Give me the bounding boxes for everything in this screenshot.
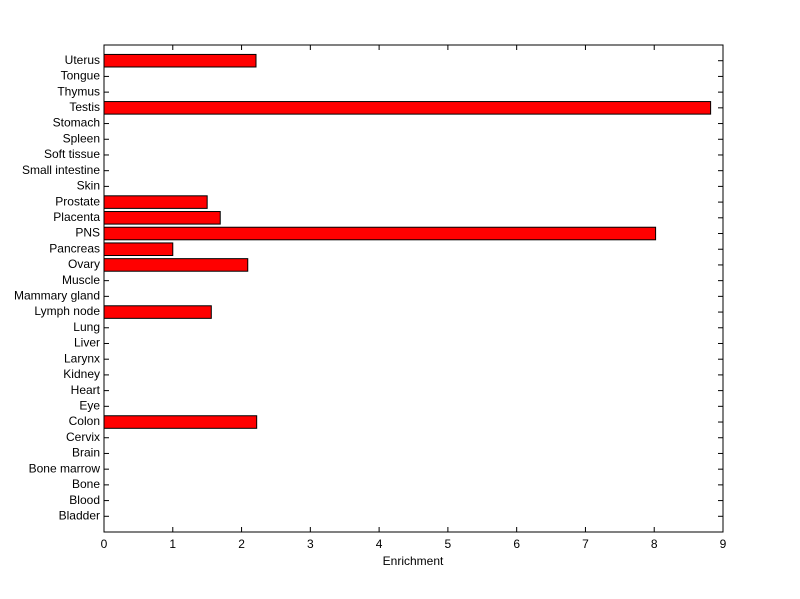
y-tick-label: Mammary gland bbox=[14, 289, 100, 303]
x-tick-label: 6 bbox=[513, 537, 520, 551]
bar bbox=[103, 258, 249, 272]
y-tick-label: Liver bbox=[74, 336, 100, 350]
x-tick-label: 7 bbox=[582, 537, 589, 551]
y-tick-label: Testis bbox=[69, 100, 100, 114]
x-axis-label: Enrichment bbox=[383, 554, 444, 568]
y-tick-label: Small intestine bbox=[22, 163, 100, 177]
y-tick-label: Bladder bbox=[59, 508, 100, 522]
y-tick-label: Lung bbox=[73, 320, 100, 334]
y-tick-label: Heart bbox=[71, 383, 101, 397]
bar bbox=[103, 305, 212, 319]
bar bbox=[103, 211, 221, 225]
y-tick-label: Colon bbox=[69, 414, 100, 428]
y-tick-label: Skin bbox=[77, 179, 100, 193]
y-tick-label: Pancreas bbox=[49, 241, 100, 255]
y-tick-label: Bone bbox=[72, 477, 100, 491]
plot-box bbox=[103, 44, 724, 533]
y-tick-label: Blood bbox=[69, 493, 100, 507]
bar bbox=[103, 226, 657, 241]
y-tick-label: Lymph node bbox=[34, 304, 100, 318]
y-tick-label: Eye bbox=[79, 398, 100, 412]
x-tick-label: 3 bbox=[307, 537, 314, 551]
bar bbox=[103, 195, 208, 209]
x-tick-label: 8 bbox=[651, 537, 658, 551]
x-tick-label: 0 bbox=[101, 537, 108, 551]
x-tick-label: 2 bbox=[238, 537, 245, 551]
bar bbox=[103, 53, 257, 68]
y-tick-label: Muscle bbox=[62, 273, 100, 287]
y-tick-label: Tongue bbox=[61, 69, 101, 83]
y-tick-label: Prostate bbox=[55, 194, 100, 208]
bar bbox=[103, 415, 258, 429]
y-tick-label: Brain bbox=[72, 446, 100, 460]
y-tick-label: Soft tissue bbox=[44, 147, 100, 161]
y-tick-label: Larynx bbox=[64, 351, 100, 365]
bar bbox=[103, 242, 174, 257]
bar bbox=[103, 101, 712, 115]
y-tick-label: Stomach bbox=[53, 116, 100, 130]
y-tick-label: Kidney bbox=[63, 367, 100, 381]
y-tick-label: PNS bbox=[75, 226, 100, 240]
y-tick-label: Cervix bbox=[66, 430, 100, 444]
x-tick-label: 9 bbox=[720, 537, 727, 551]
x-tick-label: 4 bbox=[376, 537, 383, 551]
y-tick-label: Thymus bbox=[57, 84, 100, 98]
y-tick-label: Placenta bbox=[53, 210, 100, 224]
y-tick-label: Spleen bbox=[63, 131, 100, 145]
y-tick-label: Ovary bbox=[68, 257, 100, 271]
y-tick-label: Bone marrow bbox=[29, 461, 101, 475]
y-tick-label: Uterus bbox=[65, 53, 100, 67]
x-tick-label: 1 bbox=[169, 537, 176, 551]
x-tick-label: 5 bbox=[445, 537, 452, 551]
